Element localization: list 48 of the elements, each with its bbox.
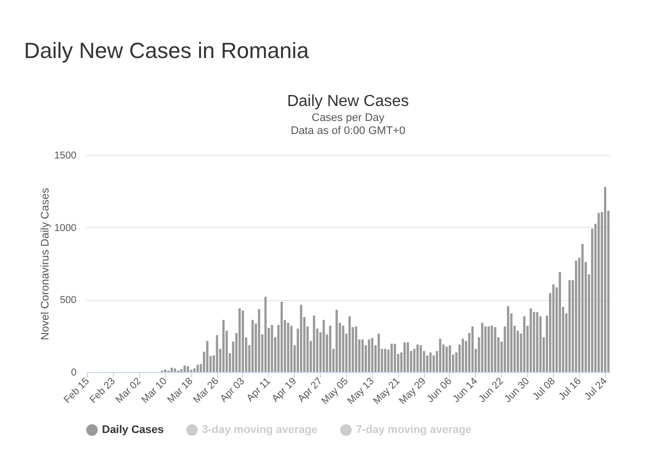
bar: [342, 326, 344, 372]
bar: [206, 340, 208, 372]
bar: [494, 327, 496, 372]
bar: [384, 348, 386, 372]
bar: [180, 369, 183, 372]
bar: [242, 310, 244, 372]
y-axis-title: Novel Coronavirus Daily Cases: [39, 187, 52, 340]
x-tick-label: Jul 08: [530, 376, 558, 403]
y-tick-label: 500: [60, 295, 77, 306]
bar: [558, 272, 561, 372]
bar: [193, 368, 196, 372]
bar: [378, 334, 380, 372]
bar: [481, 322, 484, 372]
bar: [536, 312, 538, 372]
bar: [598, 212, 600, 372]
chart-title: Daily New Cases in Romania: [23, 37, 310, 65]
bar: [170, 368, 173, 372]
legend-label: Daily Cases: [102, 424, 164, 436]
bar: [439, 338, 442, 372]
x-tick-label: Jul 16: [556, 376, 584, 403]
bar: [420, 345, 422, 372]
bar: [186, 366, 190, 372]
bar: [462, 338, 464, 372]
text: Cases per Day: [312, 112, 385, 124]
bar: [184, 365, 186, 372]
bar: [329, 326, 332, 372]
bar: [390, 344, 393, 372]
bar: [287, 322, 290, 372]
bar: [488, 326, 490, 372]
bar: [371, 338, 374, 372]
bar: [604, 186, 606, 372]
y-tick-label: 1500: [54, 150, 77, 162]
bar: [280, 302, 283, 372]
bar: [413, 348, 416, 372]
bar: [238, 308, 241, 372]
bar: [336, 310, 338, 372]
text: Data as of 0:00 GMT+0: [290, 125, 406, 137]
bar: [530, 308, 532, 372]
bar: [523, 316, 526, 372]
y-tick-label: 0: [70, 368, 77, 378]
chart-subtitle: Daily New Cases: [287, 93, 409, 110]
bar: [446, 346, 448, 372]
x-tick-label: Jul 24: [582, 376, 610, 403]
bar: [432, 355, 435, 372]
bar: [406, 342, 409, 372]
bar: [426, 355, 428, 372]
bar: [322, 320, 325, 372]
y-tick-label: 1000: [54, 222, 77, 234]
